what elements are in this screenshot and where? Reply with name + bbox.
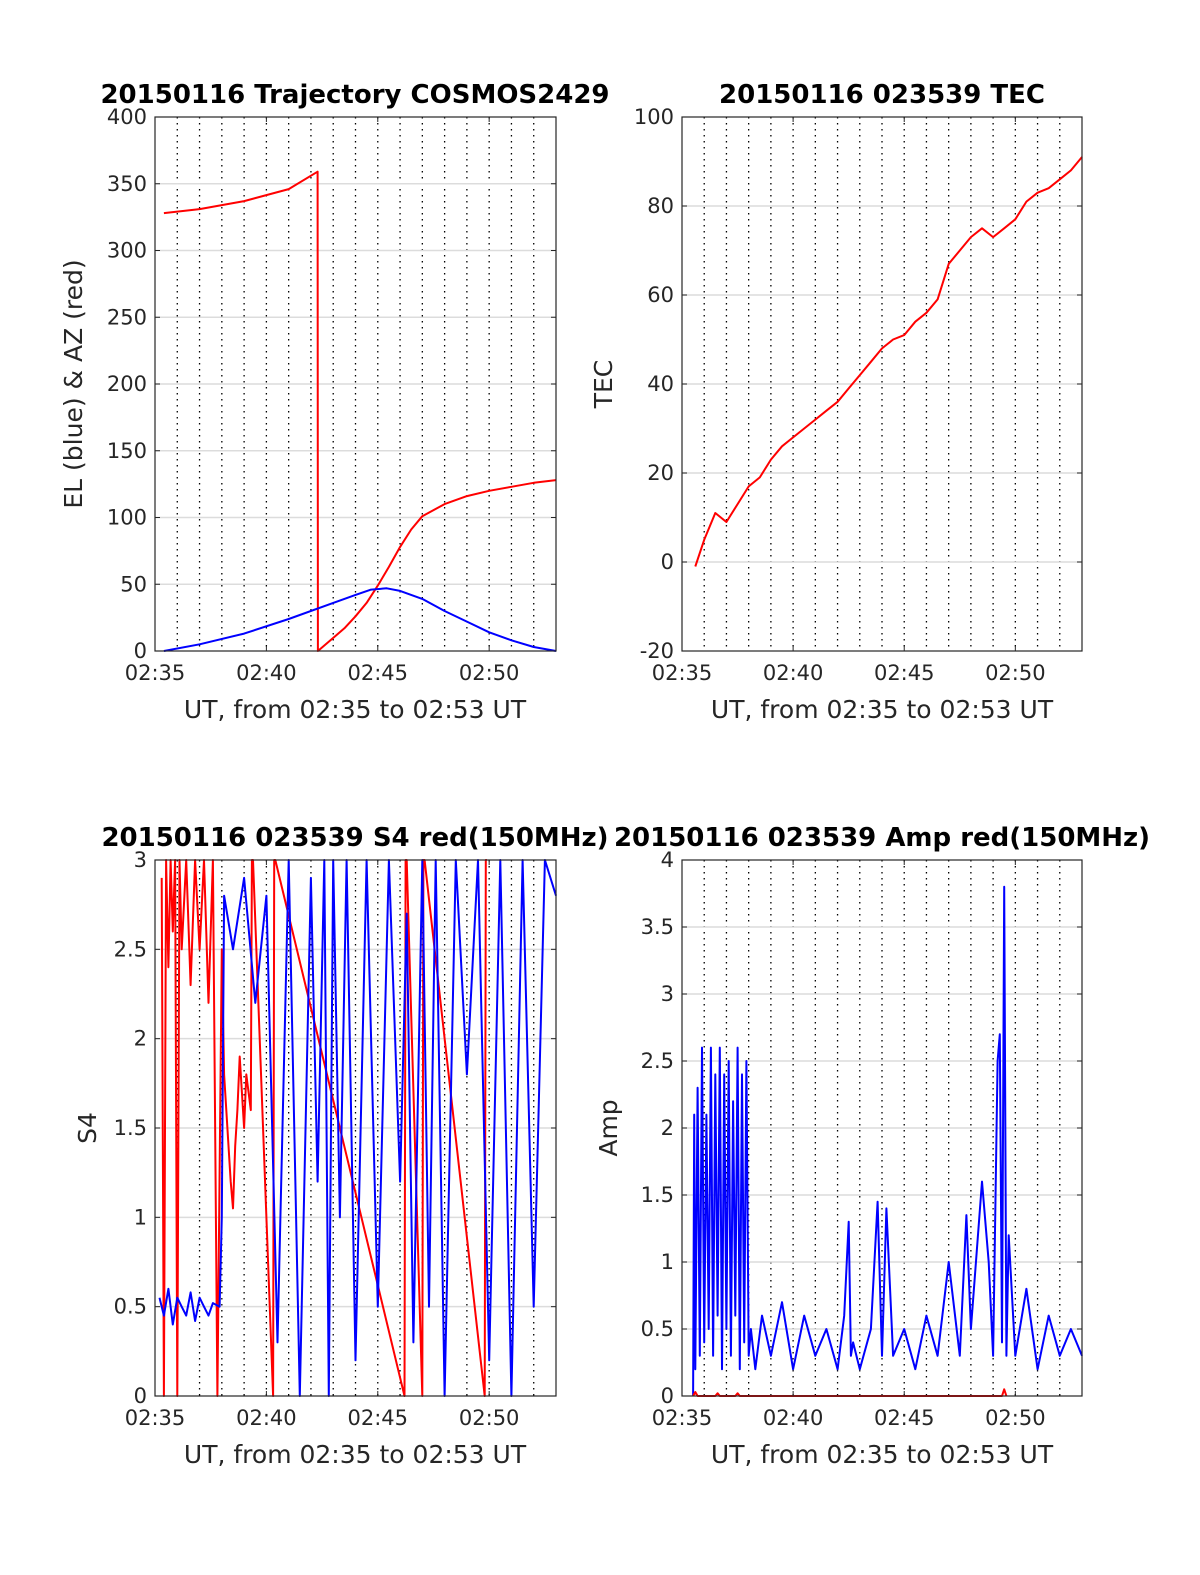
s4-panel: 0 0.5 1 1.5 2 2.5 3 02:35 02:40 02:45 02:50 201501…: [73, 823, 609, 1469]
chart-title: 20150116 023539 TEC: [719, 80, 1045, 110]
amp-panel: 0 0.5 1 1.5 2 2.5 3 3.5 4 02:35 02:40 02:45 02:50 20…: [594, 823, 1150, 1469]
y-tick-label: 100: [107, 506, 147, 530]
y-tick-label: 100: [634, 105, 674, 129]
series-line: [694, 156, 1083, 567]
y-axis-label: Amp: [594, 1099, 623, 1156]
x-tick-label: 02:40: [236, 1406, 297, 1430]
y-tick-label: 4: [661, 848, 674, 872]
series-lines: [163, 170, 557, 652]
y-axis-label: TEC: [589, 360, 618, 410]
series-line: [163, 170, 557, 652]
x-axis-label: UT, from 02:35 to 02:53 UT: [711, 695, 1054, 724]
x-tick-label: 02:45: [348, 661, 409, 685]
x-tick-label: 02:50: [985, 661, 1046, 685]
y-tick-label: 0: [661, 1384, 674, 1408]
x-tick-label: 02:45: [348, 1406, 409, 1430]
trajectory-panel: 0 50 100 150 200 250 300 350 400 02:35 02:40 02:45 0…: [59, 80, 610, 724]
y-tick-label: 0: [134, 639, 147, 663]
tec-panel: -20 0 20 40 60 80 100 02:35 02:40 02:45 02:50 2015…: [589, 80, 1083, 724]
y-tick-label: 1.5: [641, 1183, 674, 1207]
x-tick-label: 02:35: [652, 1406, 713, 1430]
y-axis-label: EL (blue) & AZ (red): [59, 259, 88, 508]
series-line: [163, 587, 557, 652]
y-tick-label: 200: [107, 372, 147, 396]
x-tick-label: 02:40: [763, 661, 824, 685]
x-axis-label: UT, from 02:35 to 02:53 UT: [711, 1440, 1054, 1469]
y-tick-label: 0.5: [641, 1317, 674, 1341]
y-tick-label: 20: [647, 461, 674, 485]
axis-ticks: 0 50 100 150 200 250 300 350 400 02:35 02:40 02:45 0…: [107, 105, 556, 685]
y-tick-label: 250: [107, 305, 147, 329]
y-tick-label: 3: [134, 848, 147, 872]
x-tick-label: 02:40: [236, 661, 297, 685]
y-tick-label: 40: [647, 372, 674, 396]
x-tick-label: 02:50: [985, 1406, 1046, 1430]
axis-ticks: -20 0 20 40 60 80 100 02:35 02:40 02:45 02:50: [634, 105, 1082, 685]
x-tick-label: 02:50: [459, 1406, 520, 1430]
x-tick-label: 02:45: [874, 661, 935, 685]
y-tick-label: 150: [107, 439, 147, 463]
grid-lines: [155, 117, 556, 651]
x-tick-label: 02:50: [459, 661, 520, 685]
y-tick-label: 3: [661, 982, 674, 1006]
y-tick-label: 350: [107, 172, 147, 196]
series-line: [692, 885, 1083, 1397]
y-tick-label: 2.5: [114, 937, 147, 961]
y-tick-label: 2: [661, 1116, 674, 1140]
y-tick-label: 2.5: [641, 1049, 674, 1073]
x-tick-label: 02:40: [763, 1406, 824, 1430]
y-tick-label: 2: [134, 1027, 147, 1051]
series-lines: [694, 156, 1083, 567]
chart-title: 20150116 023539 S4 red(150MHz): [101, 823, 608, 853]
y-tick-label: 3.5: [641, 915, 674, 939]
axis-ticks: 0 0.5 1 1.5 2 2.5 3 02:35 02:40 02:45 02:50: [114, 848, 556, 1430]
y-tick-label: 60: [647, 283, 674, 307]
y-tick-label: 0: [661, 550, 674, 574]
y-tick-label: 0.5: [114, 1295, 147, 1319]
y-tick-label: 300: [107, 239, 147, 263]
y-tick-label: 0: [134, 1384, 147, 1408]
x-tick-label: 02:45: [874, 1406, 935, 1430]
x-tick-label: 02:35: [125, 661, 186, 685]
axis-ticks: 0 0.5 1 1.5 2 2.5 3 3.5 4 02:35 02:40 02:45 02:50: [641, 848, 1082, 1430]
y-tick-label: 80: [647, 194, 674, 218]
series-line: [160, 859, 487, 1397]
chart-title: 20150116 Trajectory COSMOS2429: [100, 80, 609, 110]
x-axis-label: UT, from 02:35 to 02:53 UT: [184, 1440, 527, 1469]
y-tick-label: 1: [134, 1205, 147, 1229]
y-tick-label: 400: [107, 105, 147, 129]
y-tick-label: -20: [640, 639, 674, 663]
x-tick-label: 02:35: [652, 661, 713, 685]
x-axis-label: UT, from 02:35 to 02:53 UT: [184, 695, 527, 724]
chart-title: 20150116 023539 Amp red(150MHz): [614, 823, 1150, 853]
y-tick-label: 1: [661, 1250, 674, 1274]
y-tick-label: 1.5: [114, 1116, 147, 1140]
grid-lines: [682, 117, 1082, 651]
y-axis-label: S4: [73, 1112, 102, 1144]
x-tick-label: 02:35: [125, 1406, 186, 1430]
y-tick-label: 50: [120, 572, 147, 596]
